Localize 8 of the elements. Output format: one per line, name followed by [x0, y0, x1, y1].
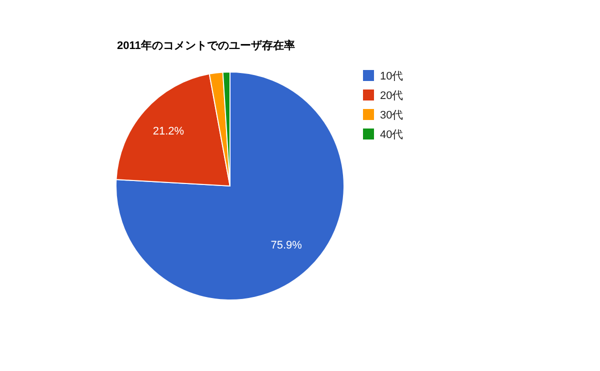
legend-label: 20代 [380, 90, 404, 102]
legend-label: 10代 [380, 70, 404, 82]
data-label: 21.2% [152, 126, 184, 138]
legend-label: 30代 [380, 110, 404, 122]
pie-slice [116, 72, 344, 300]
chart-title: 2011年のコメントでのユーザ存在率 [117, 39, 295, 52]
legend-label: 40代 [380, 129, 404, 141]
data-label: 75.9% [270, 240, 302, 252]
